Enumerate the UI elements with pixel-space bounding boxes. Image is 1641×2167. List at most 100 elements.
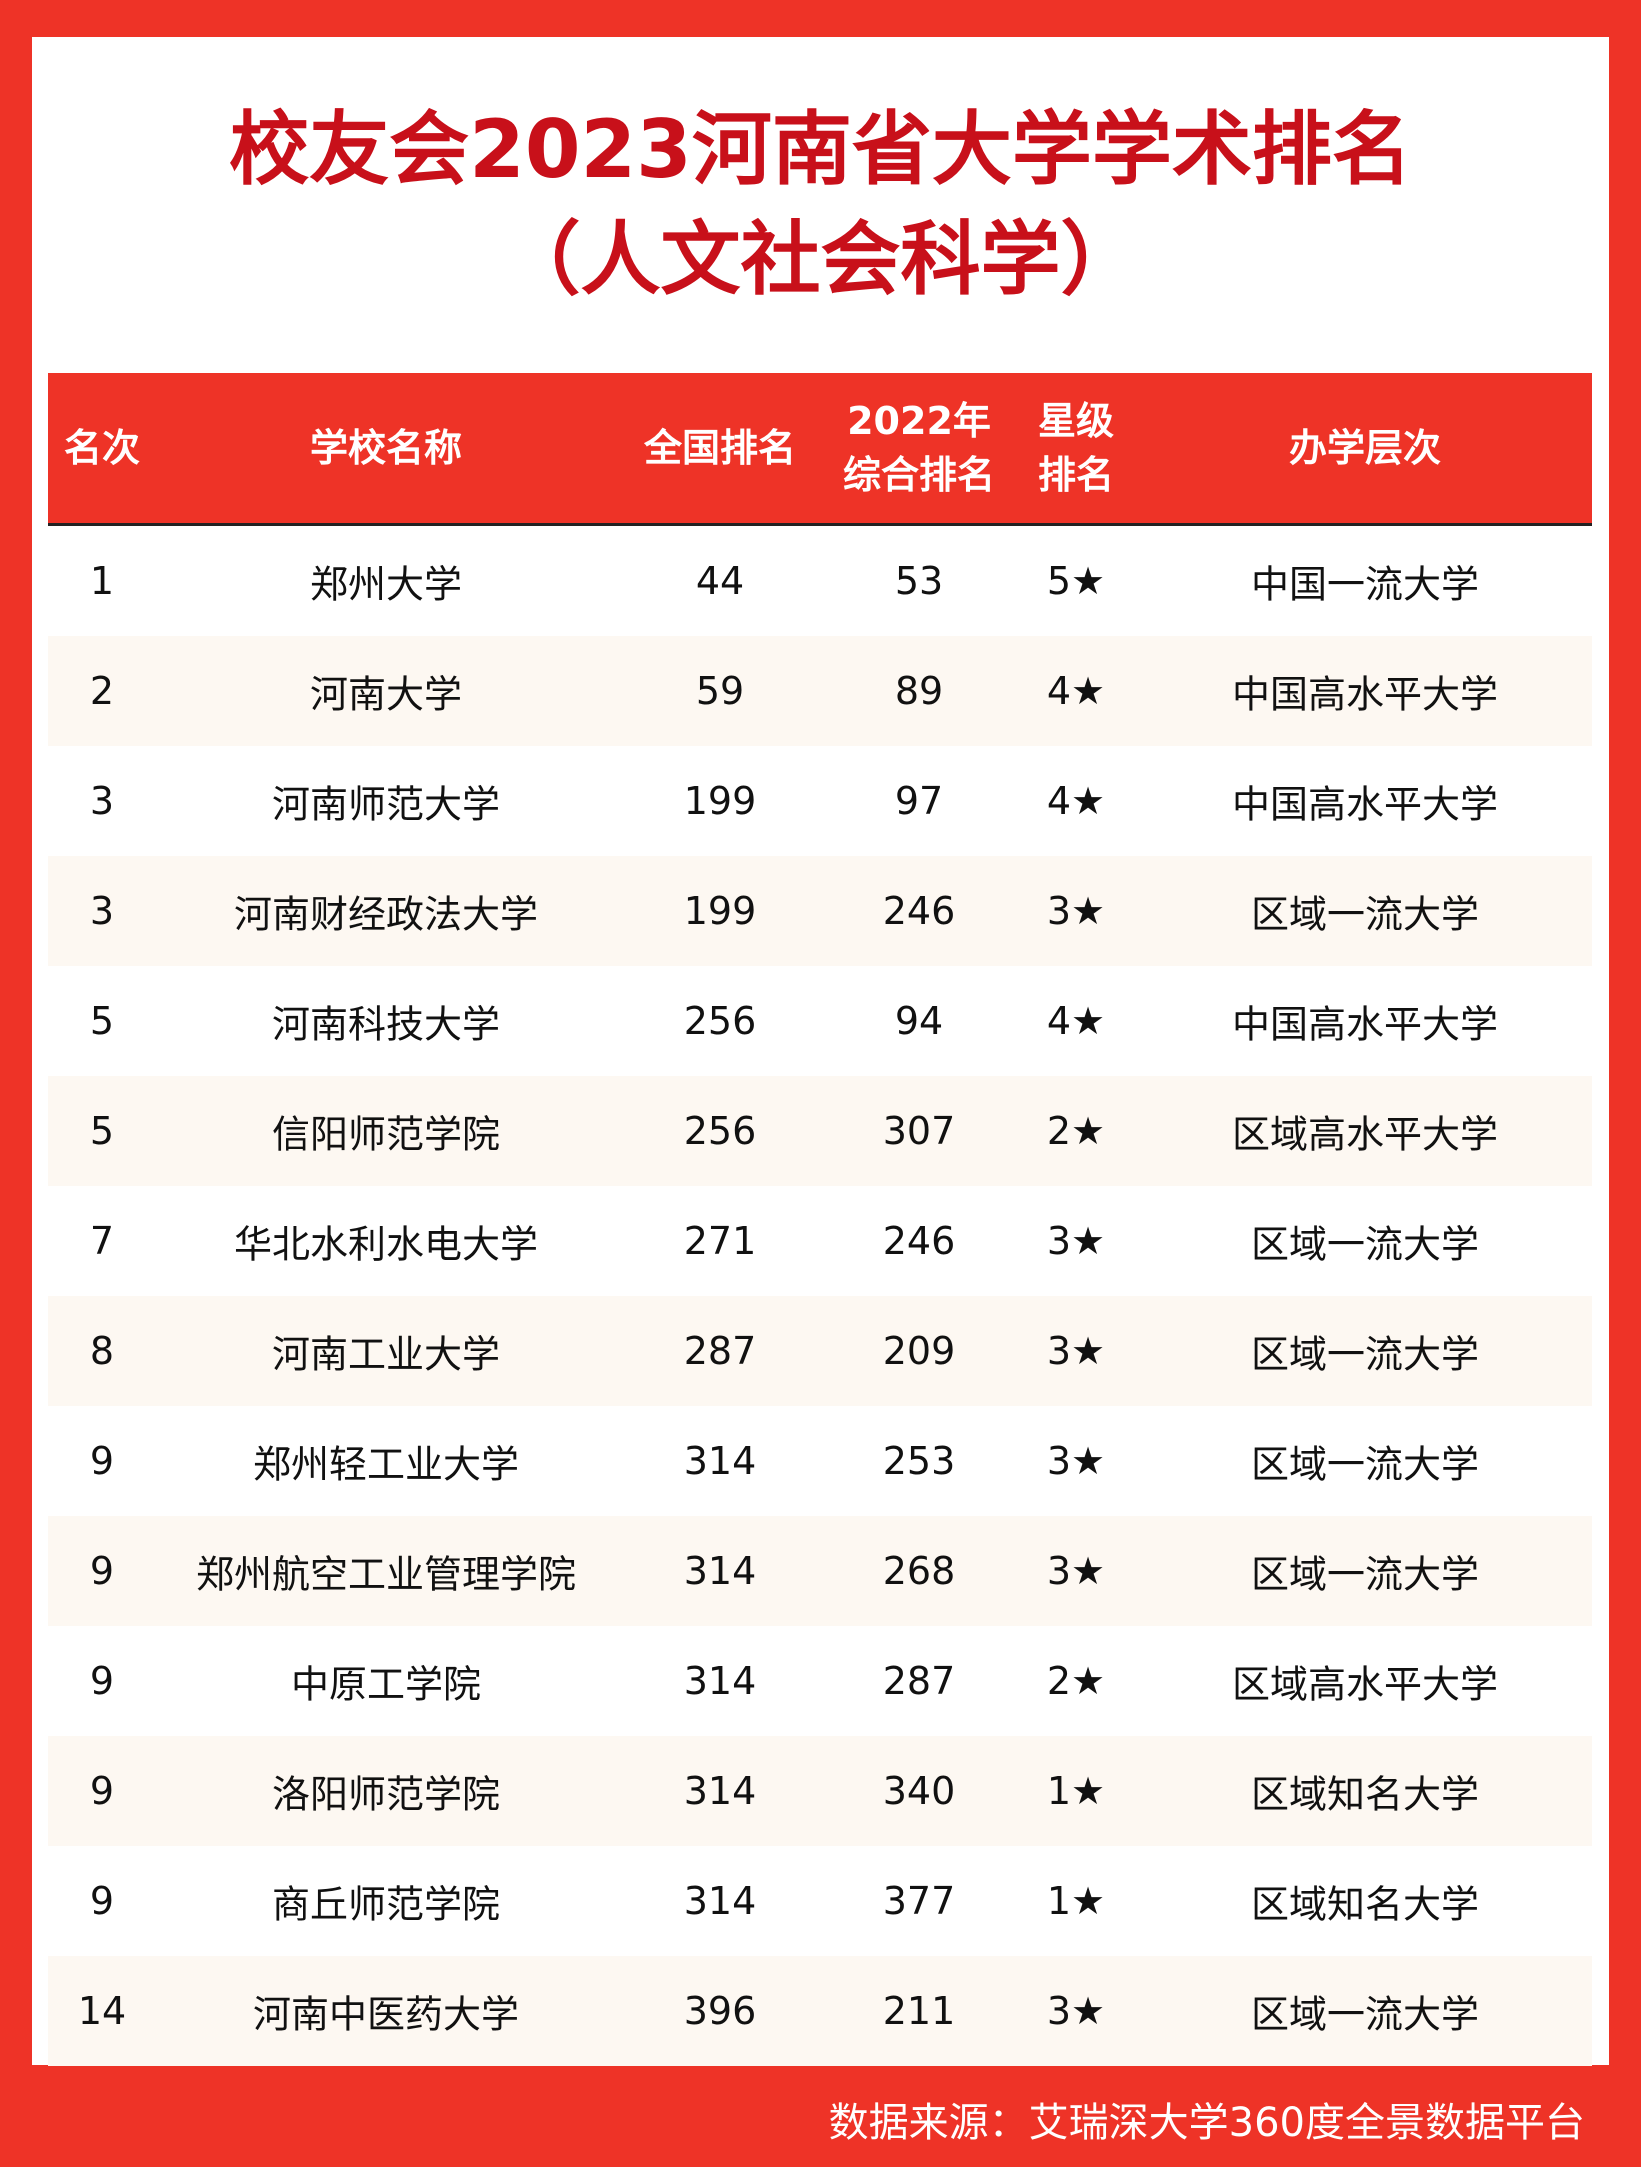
table-row: 2 河南大学 59 89 4★ 中国高水平大学 xyxy=(48,636,1592,746)
cell-school: 河南科技大学 xyxy=(271,1002,501,1047)
header-star-line2: 排名 xyxy=(1037,453,1115,497)
cell-school: 郑州航空工业管理学院 xyxy=(195,1552,577,1597)
cell-rank-2022: 211 xyxy=(882,1989,956,2033)
cell-star: 3★ xyxy=(1046,889,1106,933)
table-body: 1 郑州大学 44 53 5★ 中国一流大学 2 河南大学 59 89 4★ 中国高水平大学 3 河南师范… xyxy=(48,526,1592,2066)
cell-level: 中国高水平大学 xyxy=(1231,782,1499,827)
cell-rank: 8 xyxy=(89,1329,115,1373)
header-2022-rank-line1: 2022年 xyxy=(847,399,991,443)
table-row: 8 河南工业大学 287 209 3★ 区域一流大学 xyxy=(48,1296,1592,1406)
cell-level: 区域一流大学 xyxy=(1250,1992,1480,2037)
cell-rank-2022: 253 xyxy=(882,1439,956,1483)
header-star: 星级 排名 xyxy=(1038,394,1114,502)
cell-level: 中国高水平大学 xyxy=(1231,1002,1499,1047)
cell-star: 1★ xyxy=(1046,1769,1106,1813)
cell-rank-2022: 209 xyxy=(882,1329,956,1373)
cell-national-rank: 314 xyxy=(683,1769,757,1813)
header-level: 办学层次 xyxy=(1288,426,1442,470)
cell-national-rank: 256 xyxy=(683,1109,757,1153)
cell-level: 区域知名大学 xyxy=(1250,1772,1480,1817)
cell-national-rank: 314 xyxy=(683,1439,757,1483)
table-header: 名次 学校名称 全国排名 2022年综合排名 星级排名 办学层次 xyxy=(48,373,1592,526)
table-row: 9 郑州航空工业管理学院 314 268 3★ 区域一流大学 xyxy=(48,1516,1592,1626)
cell-rank: 9 xyxy=(89,1549,115,1593)
table-row: 1 郑州大学 44 53 5★ 中国一流大学 xyxy=(48,526,1592,636)
table-row: 5 河南科技大学 256 94 4★ 中国高水平大学 xyxy=(48,966,1592,1076)
cell-star: 4★ xyxy=(1046,999,1106,1043)
header-2022-rank: 2022年综合排名 xyxy=(843,394,995,502)
cell-level: 中国高水平大学 xyxy=(1231,672,1499,717)
cell-school: 河南师范大学 xyxy=(271,782,501,827)
cell-rank: 3 xyxy=(89,889,115,933)
cell-school: 信阳师范学院 xyxy=(271,1112,501,1157)
cell-rank: 9 xyxy=(89,1769,115,1813)
cell-rank-2022: 89 xyxy=(894,669,944,713)
table-row: 5 信阳师范学院 256 307 2★ 区域高水平大学 xyxy=(48,1076,1592,1186)
cell-national-rank: 314 xyxy=(683,1549,757,1593)
cell-national-rank: 199 xyxy=(683,889,757,933)
table-row: 14 河南中医药大学 396 211 3★ 区域一流大学 xyxy=(48,1956,1592,2066)
cell-national-rank: 314 xyxy=(683,1659,757,1703)
cell-star: 4★ xyxy=(1046,779,1106,823)
cell-star: 3★ xyxy=(1046,1989,1106,2033)
cell-level: 区域一流大学 xyxy=(1250,1332,1480,1377)
header-star-line1: 星级 xyxy=(1037,399,1115,443)
cell-level: 区域高水平大学 xyxy=(1231,1662,1499,1707)
cell-star: 5★ xyxy=(1046,559,1106,603)
cell-rank-2022: 268 xyxy=(882,1549,956,1593)
cell-rank: 14 xyxy=(77,1989,127,2033)
cell-school: 郑州大学 xyxy=(309,562,463,607)
cell-national-rank: 314 xyxy=(683,1879,757,1923)
cell-rank-2022: 377 xyxy=(882,1879,956,1923)
cell-rank: 5 xyxy=(89,1109,115,1153)
cell-star: 3★ xyxy=(1046,1439,1106,1483)
cell-level: 区域一流大学 xyxy=(1250,1222,1480,1267)
cell-school: 河南财经政法大学 xyxy=(233,892,539,937)
cell-star: 4★ xyxy=(1046,669,1106,713)
table-row: 9 中原工学院 314 287 2★ 区域高水平大学 xyxy=(48,1626,1592,1736)
cell-star: 2★ xyxy=(1046,1109,1106,1153)
cell-rank: 9 xyxy=(89,1439,115,1483)
cell-star: 3★ xyxy=(1046,1329,1106,1373)
cell-level: 区域一流大学 xyxy=(1250,1442,1480,1487)
cell-school: 河南中医药大学 xyxy=(252,1992,520,2037)
cell-school: 商丘师范学院 xyxy=(271,1882,501,1927)
cell-rank: 5 xyxy=(89,999,115,1043)
cell-rank-2022: 94 xyxy=(894,999,944,1043)
header-national-rank: 全国排名 xyxy=(643,426,797,470)
cell-school: 河南大学 xyxy=(309,672,463,717)
cell-rank: 1 xyxy=(89,559,115,603)
cell-national-rank: 256 xyxy=(683,999,757,1043)
page-title: 校友会2023河南省大学学术排名 xyxy=(229,103,1412,196)
cell-school: 河南工业大学 xyxy=(271,1332,501,1377)
header-school: 学校名称 xyxy=(309,426,463,470)
cell-star: 3★ xyxy=(1046,1549,1106,1593)
header-rank: 名次 xyxy=(63,426,141,470)
cell-school: 华北水利水电大学 xyxy=(233,1222,539,1267)
page-subtitle: （人文社会科学） xyxy=(500,213,1141,306)
cell-school: 郑州轻工业大学 xyxy=(252,1442,520,1487)
data-source: 数据来源：艾瑞深大学360度全景数据平台 xyxy=(828,2100,1585,2146)
cell-star: 1★ xyxy=(1046,1879,1106,1923)
table-row: 7 华北水利水电大学 271 246 3★ 区域一流大学 xyxy=(48,1186,1592,1296)
cell-level: 中国一流大学 xyxy=(1250,562,1480,607)
cell-national-rank: 287 xyxy=(683,1329,757,1373)
cell-level: 区域高水平大学 xyxy=(1231,1112,1499,1157)
cell-rank: 9 xyxy=(89,1659,115,1703)
header-2022-rank-line2: 综合排名 xyxy=(842,453,996,497)
cell-school: 洛阳师范学院 xyxy=(271,1772,501,1817)
cell-star: 2★ xyxy=(1046,1659,1106,1703)
cell-rank: 3 xyxy=(89,779,115,823)
cell-level: 区域一流大学 xyxy=(1250,1552,1480,1597)
table-row: 3 河南财经政法大学 199 246 3★ 区域一流大学 xyxy=(48,856,1592,966)
cell-national-rank: 396 xyxy=(683,1989,757,2033)
cell-rank: 9 xyxy=(89,1879,115,1923)
cell-national-rank: 271 xyxy=(683,1219,757,1263)
cell-star: 3★ xyxy=(1046,1219,1106,1263)
cell-national-rank: 44 xyxy=(695,559,745,603)
cell-rank-2022: 97 xyxy=(894,779,944,823)
cell-rank-2022: 287 xyxy=(882,1659,956,1703)
cell-rank-2022: 340 xyxy=(882,1769,956,1813)
cell-rank-2022: 307 xyxy=(882,1109,956,1153)
cell-rank: 2 xyxy=(89,669,115,713)
